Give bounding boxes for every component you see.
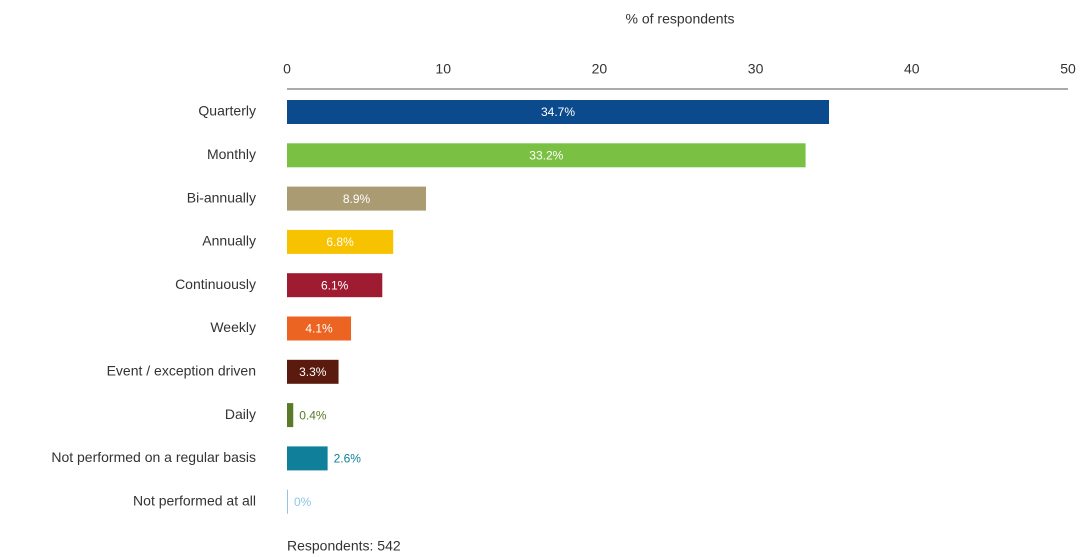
x-tick-label: 10 — [435, 61, 451, 77]
value-label: 6.8% — [326, 235, 354, 249]
value-label: 2.6% — [334, 452, 362, 466]
bar — [287, 446, 328, 471]
bar — [287, 100, 830, 124]
y-tick-label: Annually — [202, 233, 256, 249]
x-tick-label: 30 — [748, 61, 764, 77]
y-tick-label: Weekly — [210, 319, 256, 335]
x-tick-label: 0 — [283, 61, 291, 77]
bar — [287, 186, 427, 211]
x-tick-label: 20 — [592, 61, 608, 77]
bar — [287, 359, 339, 384]
value-label: 8.9% — [343, 192, 371, 206]
bar — [287, 403, 294, 428]
bar — [287, 143, 806, 168]
bar — [287, 229, 394, 254]
value-label: 4.1% — [305, 322, 333, 336]
note: Respondents: 542 — [287, 538, 401, 554]
y-tick-label: Bi-annually — [187, 189, 256, 205]
y-tick-label: Continuously — [175, 276, 256, 292]
value-label: 0.4% — [299, 408, 327, 422]
value-label: 33.2% — [529, 148, 563, 162]
y-tick-label: Event / exception driven — [107, 363, 256, 379]
y-tick-label: Daily — [225, 406, 256, 422]
y-tick-label: Quarterly — [198, 103, 256, 119]
value-label: 6.1% — [321, 278, 349, 292]
bar — [287, 273, 383, 298]
y-tick-label: Not performed on a regular basis — [51, 449, 256, 465]
value-label: 0% — [294, 495, 312, 509]
y-tick-label: Not performed at all — [133, 492, 256, 508]
value-label: 3.3% — [299, 365, 327, 379]
value-label: 34.7% — [541, 105, 575, 119]
x-tick-label: 50 — [1060, 61, 1076, 77]
x-tick-label: 40 — [904, 61, 920, 77]
bar — [287, 489, 288, 514]
x-axis-label: % of respondents — [626, 11, 735, 27]
y-tick-label: Monthly — [207, 146, 256, 162]
bar — [287, 316, 352, 341]
